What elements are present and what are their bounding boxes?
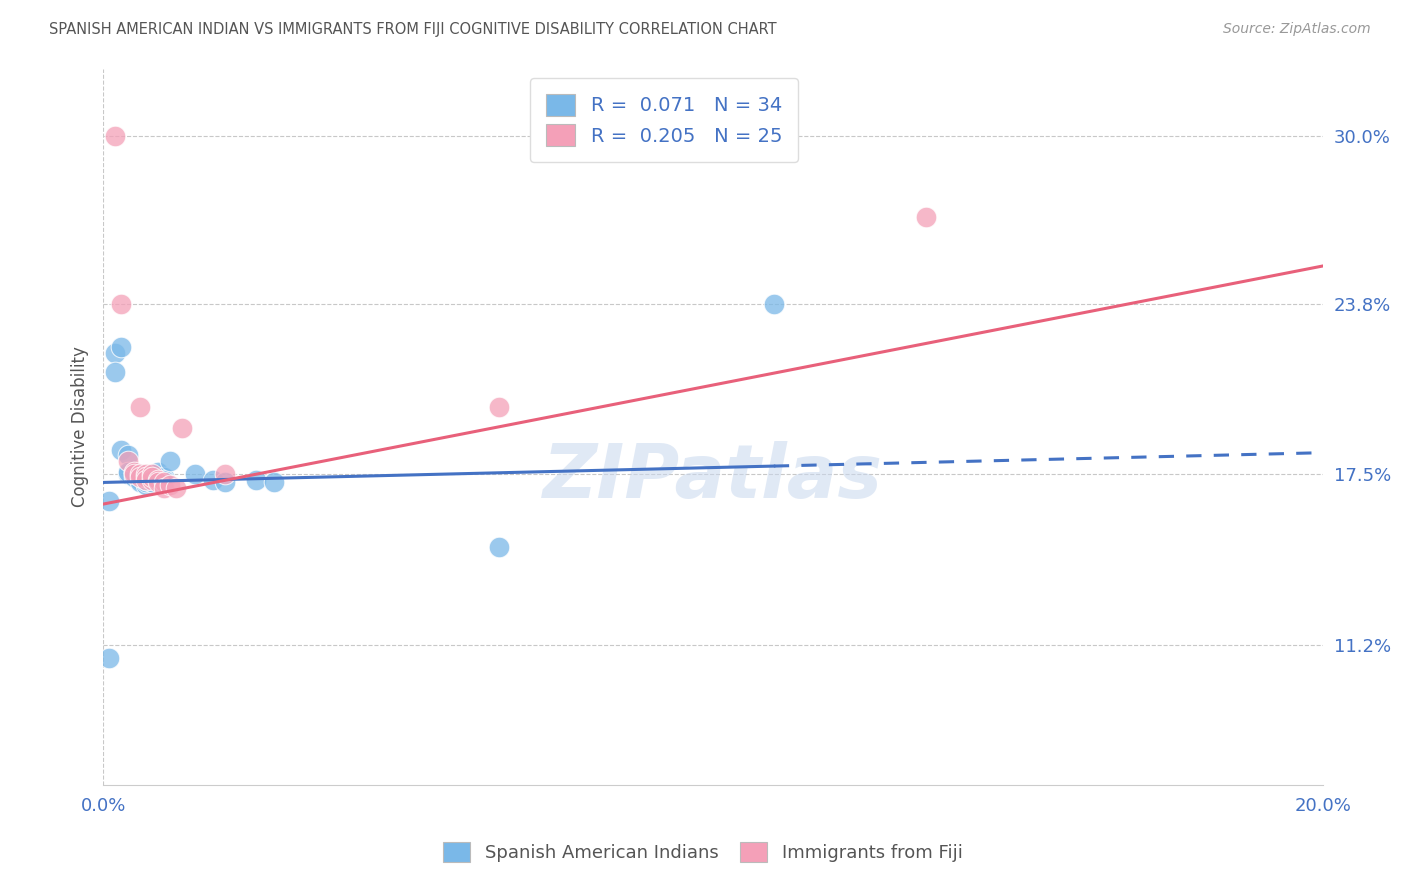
- Point: [104, 129, 127, 144]
- Text: ZIPatlas: ZIPatlas: [543, 441, 883, 514]
- Point: [146, 473, 169, 487]
- Point: [135, 475, 157, 490]
- Point: [141, 475, 163, 490]
- Point: [128, 400, 150, 414]
- Point: [110, 442, 132, 457]
- Point: [128, 475, 150, 490]
- Point: [135, 470, 157, 484]
- Point: [117, 449, 139, 463]
- Point: [153, 475, 176, 490]
- Point: [110, 340, 132, 354]
- Legend: R =  0.071   N = 34, R =  0.205   N = 25: R = 0.071 N = 34, R = 0.205 N = 25: [530, 78, 797, 162]
- Point: [165, 481, 187, 495]
- Text: SPANISH AMERICAN INDIAN VS IMMIGRANTS FROM FIJI COGNITIVE DISABILITY CORRELATION: SPANISH AMERICAN INDIAN VS IMMIGRANTS FR…: [49, 22, 778, 37]
- Point: [172, 421, 194, 435]
- Point: [122, 467, 145, 482]
- Point: [98, 651, 121, 665]
- Text: Source: ZipAtlas.com: Source: ZipAtlas.com: [1223, 22, 1371, 37]
- Point: [117, 465, 139, 479]
- Point: [153, 481, 176, 495]
- Point: [141, 470, 163, 484]
- Point: [762, 297, 785, 311]
- Point: [128, 473, 150, 487]
- Point: [110, 297, 132, 311]
- Point: [146, 467, 169, 482]
- Point: [122, 465, 145, 479]
- Point: [153, 470, 176, 484]
- Point: [214, 475, 236, 490]
- Point: [135, 473, 157, 487]
- Point: [122, 467, 145, 482]
- Point: [122, 465, 145, 479]
- Point: [263, 475, 285, 490]
- Point: [98, 494, 121, 508]
- Point: [141, 475, 163, 490]
- Point: [117, 454, 139, 468]
- Point: [135, 478, 157, 492]
- Point: [128, 470, 150, 484]
- Point: [141, 467, 163, 482]
- Point: [915, 211, 938, 225]
- Point: [488, 400, 510, 414]
- Point: [135, 473, 157, 487]
- Y-axis label: Cognitive Disability: Cognitive Disability: [72, 347, 89, 508]
- Point: [117, 467, 139, 482]
- Point: [141, 467, 163, 482]
- Point: [488, 541, 510, 555]
- Point: [128, 467, 150, 482]
- Point: [128, 470, 150, 484]
- Point: [104, 365, 127, 379]
- Point: [159, 478, 181, 492]
- Point: [146, 465, 169, 479]
- Point: [135, 467, 157, 482]
- Point: [141, 473, 163, 487]
- Point: [146, 475, 169, 490]
- Legend: Spanish American Indians, Immigrants from Fiji: Spanish American Indians, Immigrants fro…: [436, 834, 970, 870]
- Point: [104, 345, 127, 359]
- Point: [183, 467, 205, 482]
- Point: [201, 473, 224, 487]
- Point: [214, 467, 236, 482]
- Point: [122, 470, 145, 484]
- Point: [153, 473, 176, 487]
- Point: [159, 454, 181, 468]
- Point: [245, 473, 267, 487]
- Point: [128, 467, 150, 482]
